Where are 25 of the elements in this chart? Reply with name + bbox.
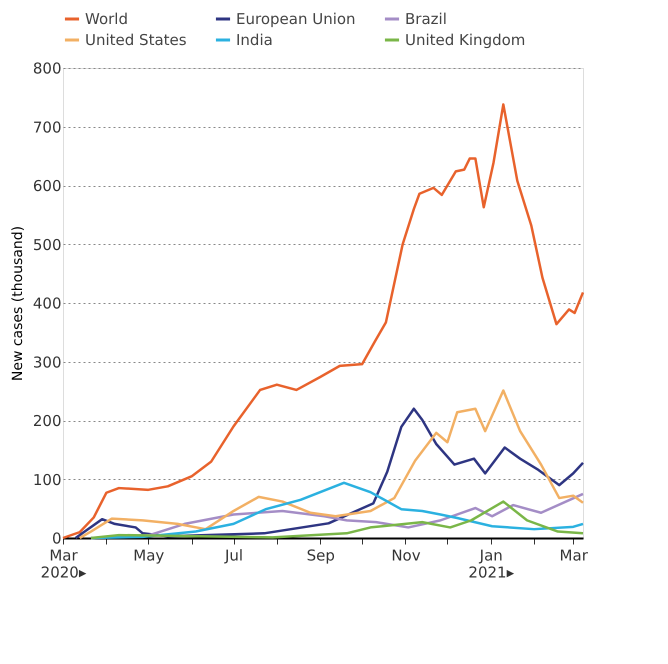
legend-label: World	[85, 10, 128, 28]
y-tick-label: 700	[32, 118, 62, 136]
y-tick-label: 500	[32, 236, 62, 254]
y-tick-label: 300	[32, 353, 62, 372]
x-tick-label: Mar 2020▸	[40, 546, 87, 582]
y-tick-label: 100	[32, 470, 62, 489]
y-tick-label: 200	[32, 412, 62, 430]
y-axis-title: New cases (thousand)	[10, 226, 26, 382]
y-tick-label: 0	[52, 530, 62, 548]
x-tick-label: Jul	[224, 546, 244, 564]
legend-label: United States	[85, 31, 187, 49]
legend-label: United Kingdom	[405, 31, 526, 49]
line-series	[90, 500, 584, 540]
x-tick-label: May	[133, 546, 164, 564]
x-tick-label: Mar	[560, 546, 589, 564]
legend-label: European Union	[236, 10, 356, 28]
x-tick-label: Jan 2021▸	[468, 546, 515, 582]
y-tick-label: 800	[32, 60, 62, 78]
line-series	[62, 103, 584, 540]
y-tick-label: 400	[32, 294, 62, 312]
legend-label: India	[236, 31, 273, 49]
y-tick-label: 600	[32, 177, 62, 195]
x-tick-label: Nov	[391, 546, 421, 564]
legend-label: Brazil	[405, 10, 447, 28]
x-tick-label: Sep	[306, 546, 335, 564]
